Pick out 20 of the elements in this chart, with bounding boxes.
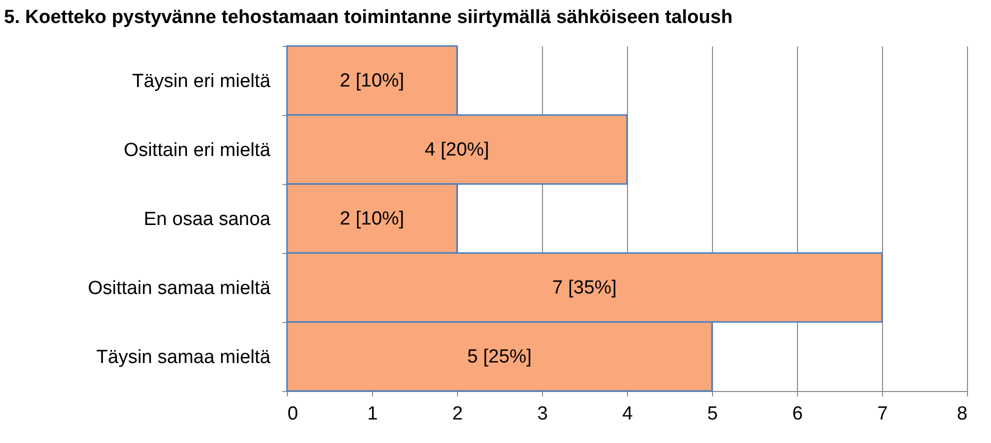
data-label: 2 [10%] (340, 208, 404, 230)
y-tick-label: Täysin samaa mieltä (96, 347, 271, 368)
x-tick-label: 1 (367, 404, 378, 424)
data-label: 2 [10%] (340, 70, 404, 92)
x-tick-label: 2 (452, 404, 463, 424)
x-tick-label: 7 (877, 404, 888, 424)
y-tick-label: En osaa sanoa (144, 209, 271, 230)
y-tick-label: Täysin eri mieltä (132, 71, 271, 92)
data-label: 4 [20%] (424, 140, 490, 160)
y-tick-label: Osittain eri mieltä (124, 140, 271, 161)
data-label: 7 [35%] (552, 278, 617, 298)
x-tick-label: 5 (707, 404, 718, 424)
chart-title: 5. Koetteko pystyvänne tehostamaan toimintanne siirtymällä sähköiseen taloush (4, 7, 733, 28)
y-tick-label: Osittain samaa mieltä (88, 278, 271, 299)
x-tick-label: 8 (956, 404, 968, 424)
data-label: 5 [25%] (467, 346, 532, 368)
x-tick-label: 6 (792, 404, 803, 424)
x-tick-label: 0 (288, 404, 298, 424)
x-tick-label: 3 (537, 404, 548, 424)
x-tick-label: 4 (622, 404, 634, 424)
